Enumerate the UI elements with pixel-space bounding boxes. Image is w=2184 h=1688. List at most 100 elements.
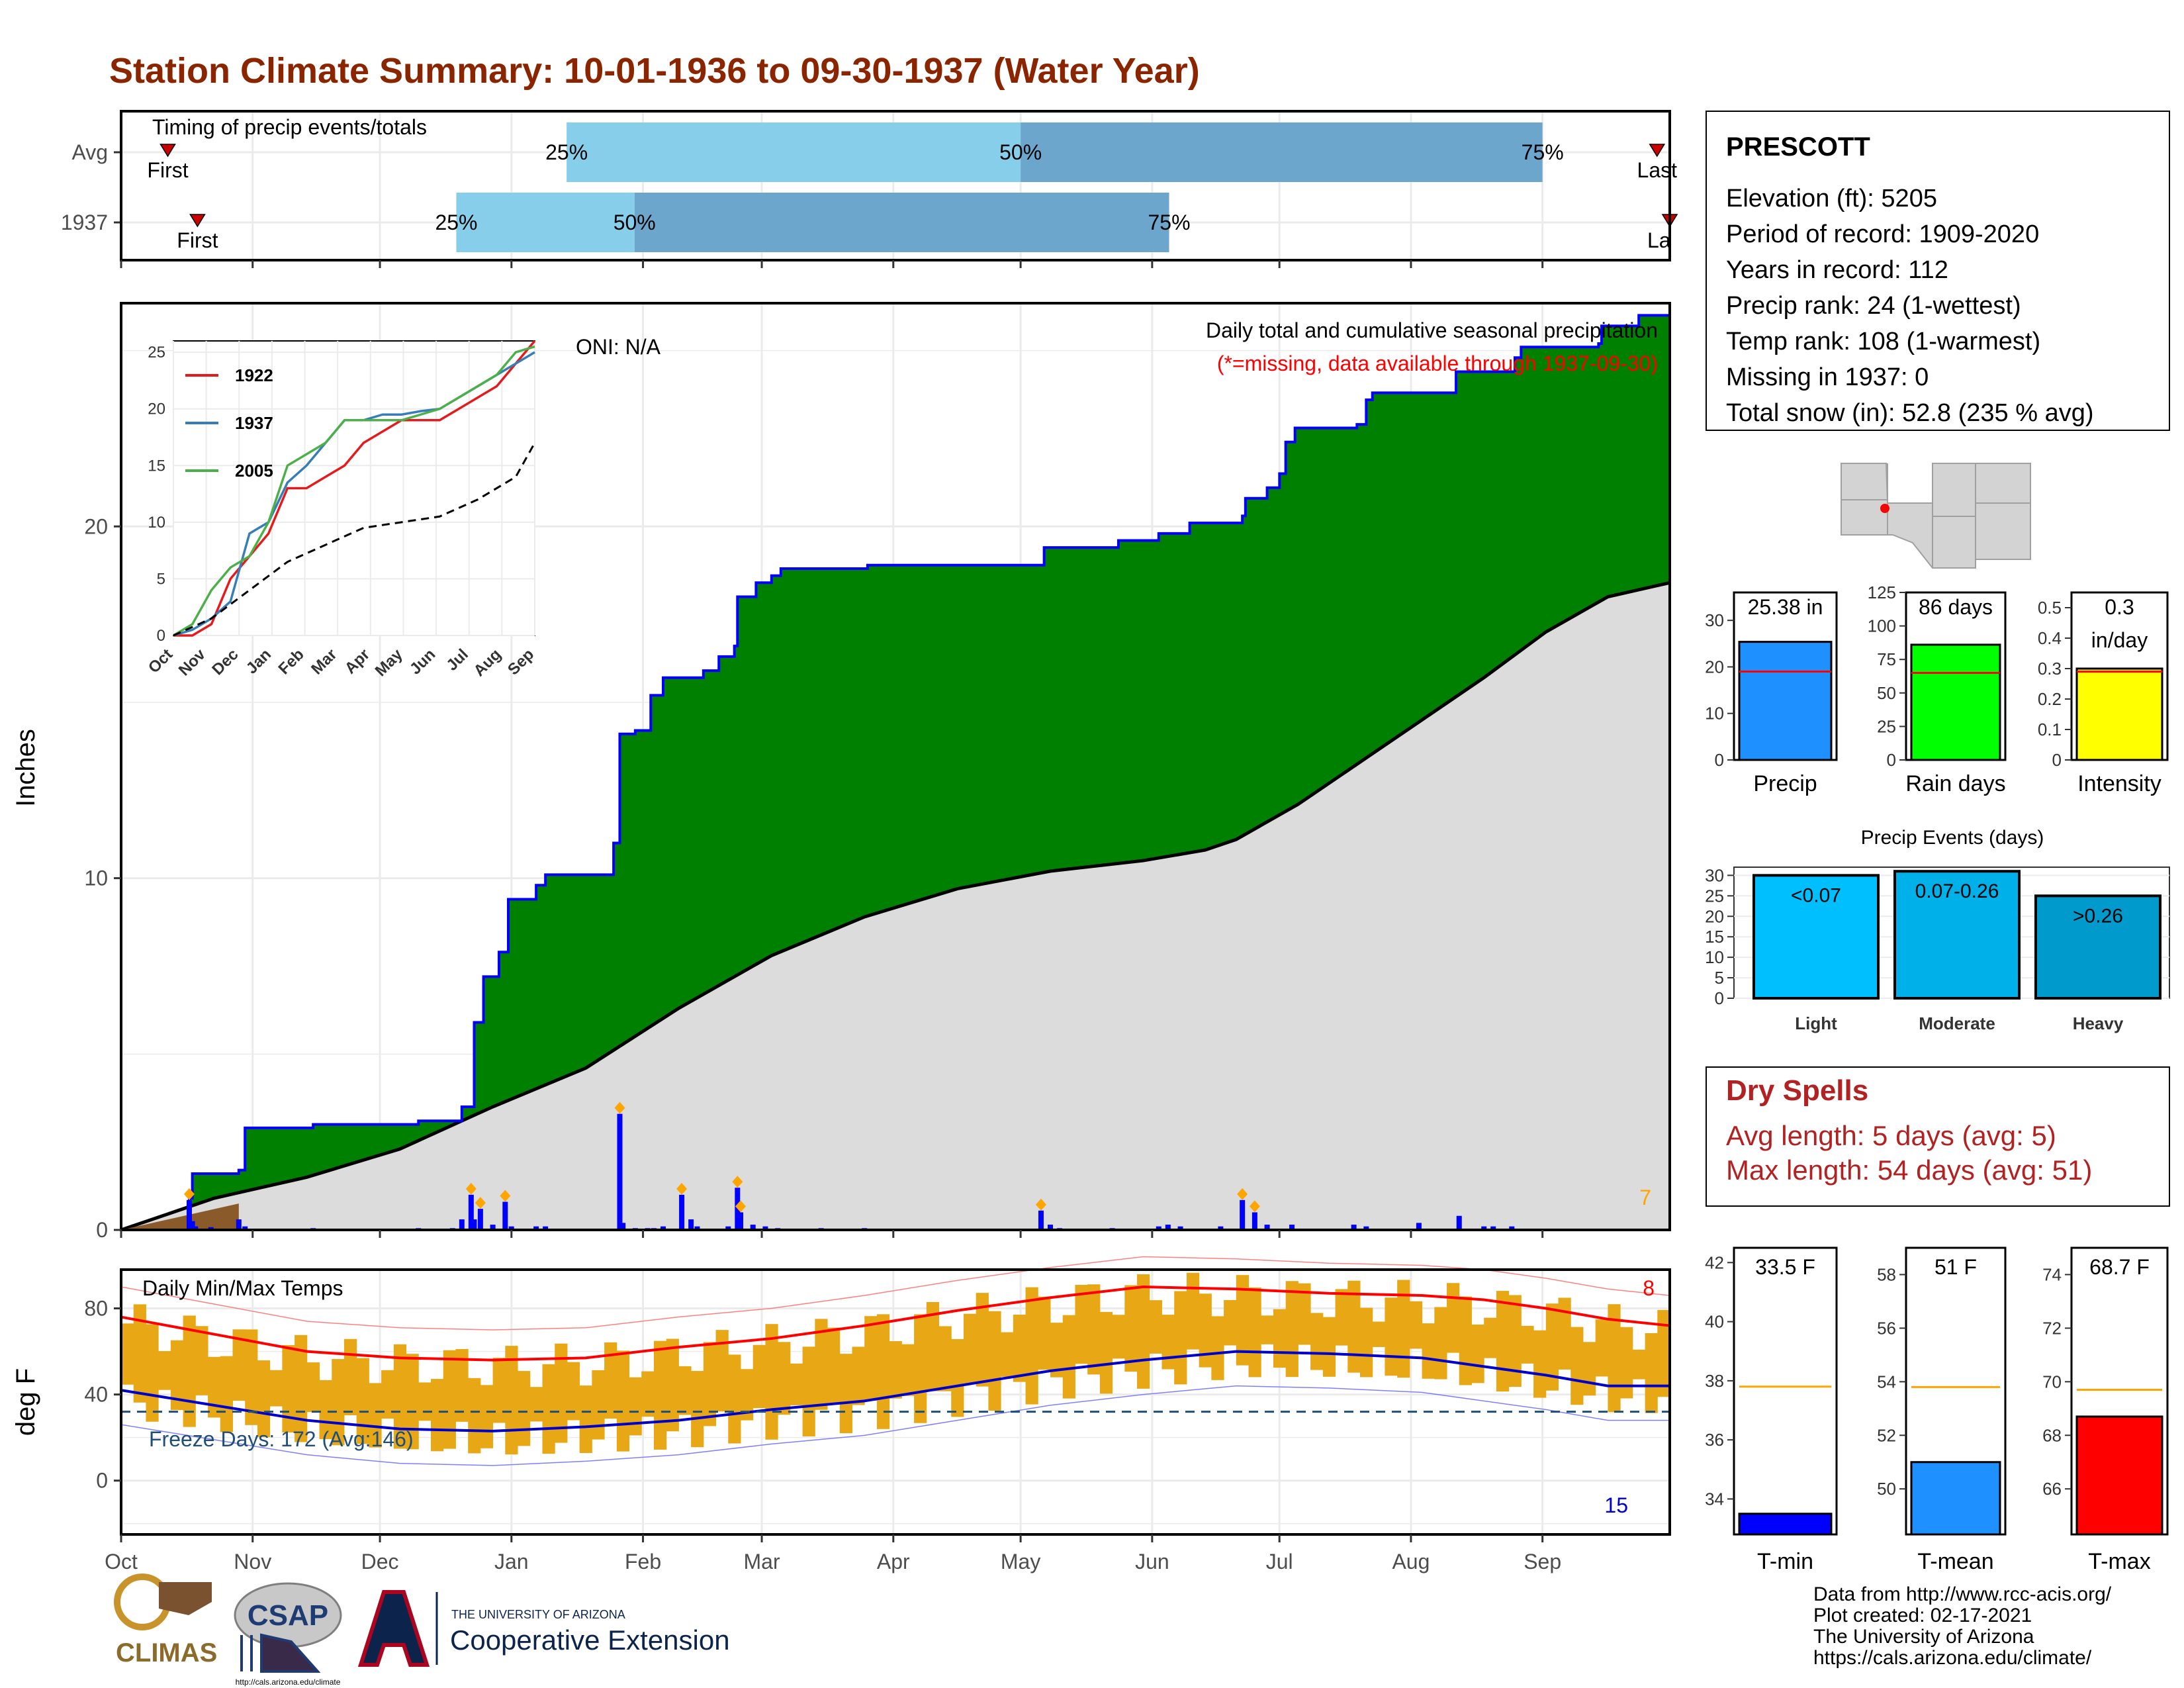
daily-temp-range-bar [938,1326,952,1391]
daily-temp-range-bar [1533,1330,1547,1398]
precip-ytick-label: 10 [84,867,108,890]
average-cumulative-line [120,581,1670,1232]
summary-ytick-label: 0.4 [2038,628,2062,648]
events-bar [1893,870,2021,1000]
map-state-borders [1841,463,2030,568]
daily-temp-range-bar [926,1301,940,1391]
summary-bar [1910,643,2001,761]
ua-a-mark [357,1590,430,1667]
daily-temp-range-bar [121,1323,134,1385]
daily-temp-range-bar [852,1346,865,1405]
heavy-precip-marker [732,1176,743,1188]
month-label: Jan [494,1550,529,1573]
daily-precip-bar [725,1226,731,1230]
daily-temp-range-bar [567,1362,580,1421]
daily-temp-range-bar [864,1316,878,1401]
daily-temp-range-bar [1347,1280,1361,1373]
temp-summary-bar [1738,1513,1833,1536]
inset-legend-label: 1922 [235,365,273,385]
daily-temp-range-bar [839,1354,852,1434]
daily-temp-range-bar [418,1382,432,1421]
heavy-precip-marker [614,1102,625,1114]
month-label: Jul [1266,1550,1293,1573]
station-box-frame [1706,111,2170,431]
daily-temp-range-bar [1013,1315,1026,1382]
hot-count: 8 [1643,1276,1655,1300]
daily-temp-range-bar [604,1342,617,1419]
summary-ytick-label: 0 [1887,750,1896,770]
temp-summary-frame [1733,1246,1838,1536]
daily-temp-range-bar [802,1346,815,1436]
daily-temp-range-bar [827,1327,841,1403]
heavy-precip-marker [1249,1200,1260,1213]
daily-temp-range-bar [914,1314,927,1423]
daily-temp-range-bar [691,1371,704,1448]
daily-temp-range-bar [1087,1284,1101,1375]
daily-temp-range-bar [1199,1293,1212,1368]
station-info-line: Missing in 1937: 0 [1726,363,1929,391]
cold-count: 15 [1604,1493,1628,1517]
daily-temp-range-bar [1161,1315,1175,1370]
month-label: Aug [1392,1550,1430,1573]
timing-bar-q50-q75 [1021,122,1543,182]
daily-precip-bar [1038,1210,1044,1230]
daily-precip-bar [679,1194,685,1230]
daily-temp-range-bar [269,1370,283,1407]
daily-temp-range-bar [1285,1281,1298,1378]
temp-summary-ytick-label: 68 [2042,1425,2062,1445]
summary-value-label: in/day [2091,628,2148,652]
daily-temp-range-bar [245,1329,258,1425]
first-event-marker [189,214,206,228]
temp-summary-ytick-label: 54 [1877,1372,1896,1391]
temp-summary-ytick-label: 40 [1705,1312,1724,1332]
footer-line-3: The University of Arizona [1813,1626,2034,1648]
daily-temp-range-bar [963,1313,977,1384]
daily-temp-range-bar [158,1351,171,1390]
daily-temp-range-bar [232,1329,246,1401]
daily-precip-bar [1456,1215,1462,1230]
logo-row: CLIMAS CSAP http://cals.arizona.edu/clim… [114,1573,730,1687]
daily-temp-range-bar [492,1358,506,1423]
daily-temp-range-bar [381,1370,394,1419]
ua-small-text: THE UNIVERSITY OF ARIZONA [451,1608,625,1621]
daily-precip-bar [660,1226,666,1230]
daily-temp-range-bar [1149,1300,1162,1354]
cumulative-precip-line [121,314,1670,1231]
daily-temp-range-bar [1645,1333,1658,1413]
temp-ytick-label: 40 [84,1383,108,1407]
daily-temp-range-bar [951,1338,964,1417]
avg-min-temp-line [120,1350,1670,1432]
daily-temp-range-bar [1174,1291,1187,1385]
daily-temp-range-bar [1062,1315,1075,1399]
first-event-label: First [147,158,188,182]
average-cumulative-area [121,583,1670,1230]
daily-precip-bar [1156,1226,1161,1230]
daily-temp-range-bar [765,1324,778,1440]
month-label: Dec [361,1550,399,1573]
daily-precip-bar [1264,1225,1270,1230]
daily-temp-range-bar [1496,1291,1510,1392]
daily-precip-bar [1240,1199,1246,1230]
summary-bar [2075,667,2163,761]
daily-precip-bar [490,1225,496,1230]
station-location-dot [1880,504,1889,513]
daily-precip-bar [1218,1226,1224,1230]
daily-temp-range-bar [356,1358,369,1444]
summary-category-label: Rain days [1905,771,2005,796]
daily-temp-range-bar [1298,1283,1311,1345]
daily-temp-range-bar [170,1340,184,1411]
summary-bar [1738,641,1833,761]
daily-temp-range-bar [1050,1323,1064,1378]
daily-precip-bar [762,1226,768,1230]
daily-precip-bar [1363,1226,1369,1230]
inset-ytick-label: 25 [148,344,165,361]
last-event-label: Last [1637,158,1678,182]
daily-precip-bar [1289,1225,1295,1230]
daily-temp-range-bar [343,1338,357,1416]
page-title: Station Climate Summary: 10-01-1936 to 0… [109,51,1200,91]
footer-line-2: Plot created: 02-17-2021 [1813,1605,2032,1626]
daily-precip-bar [242,1226,248,1230]
daily-temp-range-bar [616,1350,630,1452]
timing-panel-label: Timing of precip events/totals [152,115,427,139]
